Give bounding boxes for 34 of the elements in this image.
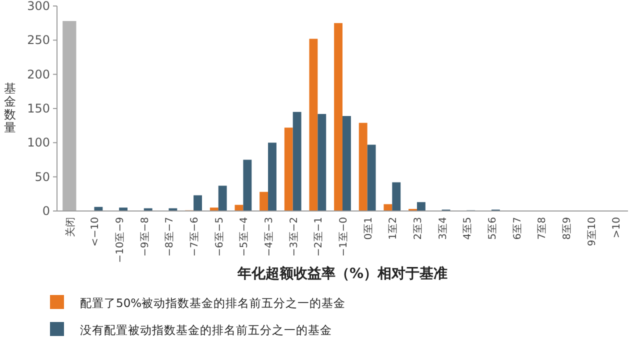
x-tick-label: 8至9 [562, 217, 573, 240]
x-tick-label: −3至−2 [288, 217, 300, 256]
x-tick-label: −9至−8 [140, 217, 151, 256]
y-tick-label: 0 [42, 204, 50, 218]
y-tick-label: 150 [27, 102, 50, 116]
x-tick-label: −7至−6 [190, 217, 201, 256]
y-tick-label: 200 [27, 67, 50, 82]
x-tick-label: 9至10 [586, 217, 598, 246]
x-tick-label: 1至2 [388, 217, 400, 240]
y-axis-title: 基金数量 [4, 82, 16, 134]
x-tick-label: −8至−7 [164, 217, 176, 256]
y-tick-label: 50 [34, 170, 50, 184]
y-tick-label: 250 [27, 33, 50, 48]
x-tick-label: 6至7 [512, 217, 524, 240]
y-tick-label: 100 [27, 136, 50, 150]
legend-label: 配置了50%被动指数基金的排名前五分之一的基金 [80, 296, 346, 310]
x-axis-title: 年化超额收益率（%）相对于基准 [236, 265, 448, 282]
legend-label: 没有配置被动指数基金的排名前五分之一的基金 [80, 323, 332, 337]
x-tick-label: −4至−3 [264, 217, 276, 256]
x-tick-label: >10 [612, 217, 623, 238]
x-tick-label: −2至−1 [314, 217, 325, 256]
x-tick-label: <−10 [90, 217, 102, 246]
x-tick-label: −5至−4 [239, 217, 250, 256]
x-tick-label: 7至8 [537, 217, 548, 240]
x-tick-label: 4至5 [462, 217, 474, 240]
x-tick-label: −1至−0 [338, 217, 350, 256]
x-tick-label: 0至1 [363, 217, 374, 240]
x-tick-label: 3至4 [438, 217, 449, 240]
x-tick-label: −6至−5 [214, 217, 226, 256]
x-tick-label: 2至3 [412, 217, 424, 240]
x-tick-label: 关闭 [64, 217, 76, 237]
x-tick-label: 5至6 [487, 217, 498, 240]
x-tick-label: −10至−9 [115, 217, 126, 263]
y-tick-label: 300 [27, 0, 50, 13]
